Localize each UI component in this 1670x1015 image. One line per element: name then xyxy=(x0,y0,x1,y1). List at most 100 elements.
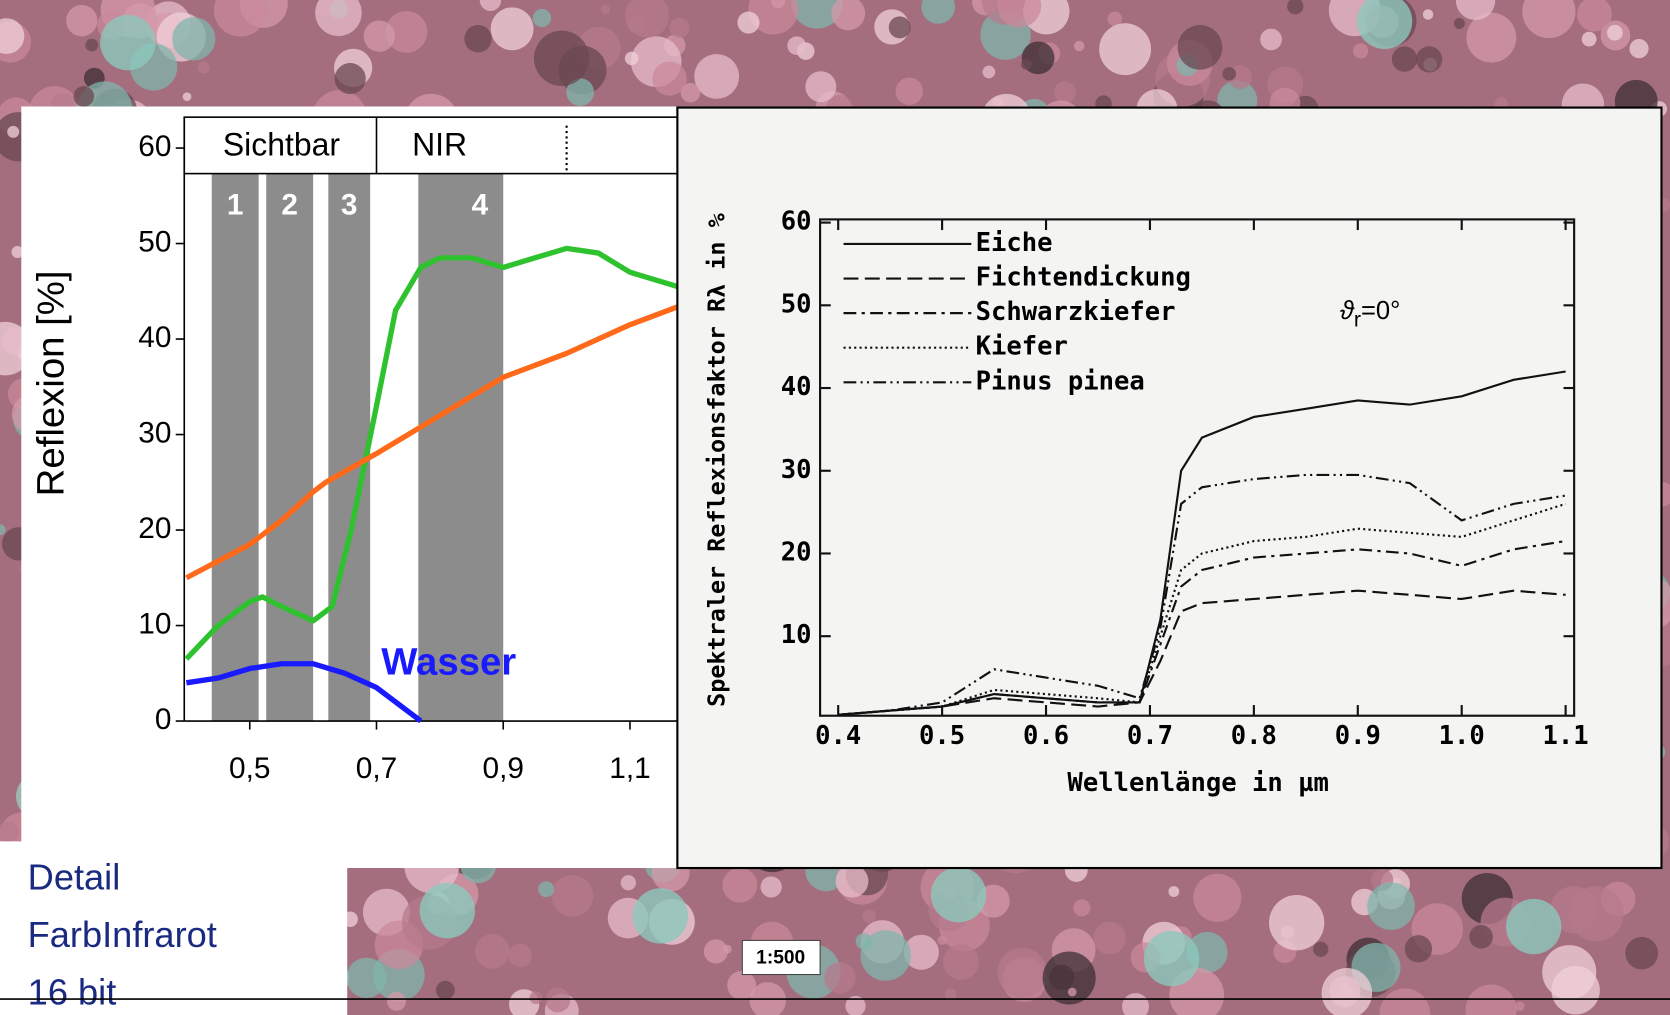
aerial-texture xyxy=(1073,899,1091,917)
aerial-texture xyxy=(930,866,987,923)
aerial-texture xyxy=(1356,0,1413,49)
aerial-texture xyxy=(1568,886,1624,942)
aerial-texture xyxy=(73,86,95,107)
caption-line: Detail xyxy=(28,856,121,897)
aerial-texture xyxy=(669,17,690,38)
aerial-texture xyxy=(533,30,590,86)
aerial-texture xyxy=(888,16,911,39)
aerial-texture xyxy=(1222,67,1237,81)
data-line xyxy=(838,539,1566,716)
y-tick-label: 30 xyxy=(781,455,812,485)
aerial-texture xyxy=(680,82,701,103)
aerial-texture xyxy=(937,935,947,946)
aerial-texture xyxy=(1093,921,1126,955)
scale-label: 1:500 xyxy=(756,948,805,969)
aerial-texture xyxy=(7,125,20,138)
aerial-texture xyxy=(1321,967,1373,1015)
y-tick-label: 40 xyxy=(781,372,812,402)
aerial-texture xyxy=(1053,81,1077,104)
aerial-texture xyxy=(1625,936,1659,970)
aerial-texture xyxy=(760,876,782,898)
aerial-texture xyxy=(363,20,395,52)
aerial-texture xyxy=(1577,0,1612,32)
y-tick-label: 10 xyxy=(781,620,812,650)
aerial-texture xyxy=(1391,46,1418,72)
caption-line: FarbInfrarot xyxy=(28,914,217,955)
annotation: ϑr=0° xyxy=(1340,297,1400,331)
aerial-texture xyxy=(1505,898,1562,955)
y-tick-label: 0 xyxy=(155,703,172,736)
aerial-texture xyxy=(0,18,25,54)
aerial-texture xyxy=(1515,1001,1525,1011)
aerial-texture xyxy=(1269,895,1325,951)
aerial-texture xyxy=(100,14,156,71)
aerial-texture xyxy=(66,4,98,37)
aerial-texture xyxy=(1020,58,1032,70)
aerial-texture xyxy=(903,934,939,970)
aerial-texture xyxy=(997,947,1047,998)
y-tick-label: 10 xyxy=(138,607,171,640)
aerial-texture xyxy=(1073,40,1085,52)
aerial-texture xyxy=(1107,11,1123,27)
aerial-texture xyxy=(1466,12,1517,63)
aerial-texture xyxy=(1629,39,1649,59)
aerial-texture xyxy=(1379,988,1431,1015)
y-axis-label: Reflexion [%] xyxy=(29,271,72,497)
aerial-texture xyxy=(490,7,534,51)
aerial-texture xyxy=(529,991,543,1005)
aerial-texture xyxy=(831,0,866,31)
y-tick-label: 40 xyxy=(138,321,171,354)
aerial-texture xyxy=(1313,941,1329,957)
scale-box xyxy=(741,939,821,976)
aerial-texture xyxy=(508,943,532,968)
x-tick-label: 0,5 xyxy=(229,752,270,785)
legend-label: Kiefer xyxy=(976,332,1068,362)
aerial-texture xyxy=(385,10,428,53)
aerial-texture xyxy=(787,36,807,56)
aerial-texture xyxy=(346,957,387,999)
aerial-texture xyxy=(1542,945,1597,1000)
y-tick-label: 20 xyxy=(781,537,812,567)
spectral-band xyxy=(266,173,314,722)
aerial-texture xyxy=(1367,882,1415,930)
data-line xyxy=(185,661,423,724)
aerial-texture xyxy=(652,61,687,96)
aerial-texture xyxy=(860,930,911,981)
aerial-texture xyxy=(0,524,6,536)
aerial-texture xyxy=(1453,17,1465,29)
y-axis-label: Spektraler Reflexionsfaktor Rλ in % xyxy=(702,213,730,707)
x-tick-label: 0,9 xyxy=(483,752,524,785)
aerial-texture xyxy=(479,0,502,12)
legend-label: Schwarzkiefer xyxy=(976,297,1176,327)
x-tick-label: 0,7 xyxy=(356,752,397,785)
aerial-texture xyxy=(620,875,637,891)
x-tick-label: 0.4 xyxy=(815,721,861,751)
aerial-texture xyxy=(1455,0,1496,21)
y-tick-label: 50 xyxy=(781,289,812,319)
aerial-texture xyxy=(791,0,843,29)
aerial-texture xyxy=(748,0,799,35)
aerial-texture xyxy=(172,17,216,61)
aerial-texture xyxy=(845,995,866,1015)
aerial-texture xyxy=(921,0,956,24)
spectral-band xyxy=(211,173,259,722)
aerial-texture xyxy=(627,16,645,34)
x-tick-label: 0.6 xyxy=(1023,721,1069,751)
aerial-texture xyxy=(943,943,979,980)
y-tick-label: 50 xyxy=(138,225,171,258)
aerial-texture xyxy=(722,867,758,903)
y-tick-label: 30 xyxy=(138,416,171,449)
aerial-texture xyxy=(1581,31,1597,47)
aerial-texture xyxy=(1287,0,1304,15)
aerial-texture xyxy=(387,991,407,1011)
aerial-texture xyxy=(11,245,24,259)
y-tick-label: 60 xyxy=(781,207,812,237)
aerial-texture xyxy=(1469,924,1493,949)
aerial-texture xyxy=(1193,873,1242,922)
header-label: Sichtbar xyxy=(223,126,341,162)
spectral-band xyxy=(328,173,371,722)
caption-box xyxy=(0,841,348,1015)
x-tick-label: 1.0 xyxy=(1439,721,1485,751)
aerial-texture xyxy=(1143,930,1200,987)
aerial-texture xyxy=(855,933,872,950)
